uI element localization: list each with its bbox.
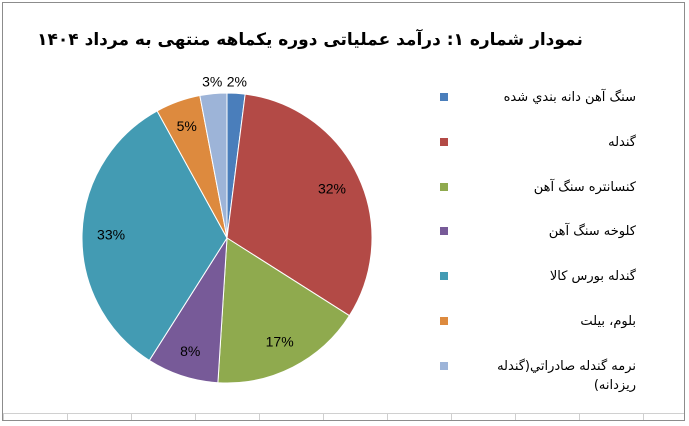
legend-item: كلوخه سنگ آهن xyxy=(440,222,640,262)
pie-data-label-0: 2% xyxy=(227,73,247,89)
legend-item: گندله xyxy=(440,133,640,173)
pie-data-labels: 2% 32% 17% 8% 33% 5% 3% xyxy=(97,73,346,359)
legend-item: گندله بورس كالا xyxy=(440,267,640,307)
legend-label: گندله بورس كالا xyxy=(549,269,636,285)
legend-swatch xyxy=(440,227,448,236)
legend-swatch xyxy=(440,361,448,370)
legend-swatch xyxy=(440,182,448,191)
legend-label: كنسانتره سنگ آهن xyxy=(533,179,636,195)
legend-label: كلوخه سنگ آهن xyxy=(548,224,636,240)
pie-data-label-2: 17% xyxy=(266,333,294,349)
pie-slice-4 xyxy=(81,110,228,362)
chart-title: نمودار شماره ۱: درآمد عملیاتی دوره یکماه… xyxy=(37,30,583,50)
legend-item: سنگ آهن دانه بندي شده xyxy=(440,88,640,128)
pie-slice-1 xyxy=(226,93,373,317)
legend-label: نرمه گندله صادراتي(گندله ريزدانه) xyxy=(497,358,636,393)
pie-data-label-6: 3% xyxy=(202,74,222,90)
pie-data-label-3: 8% xyxy=(180,343,200,359)
legend-label: گندله xyxy=(608,134,636,150)
pie-data-label-1: 32% xyxy=(318,181,346,197)
pie-data-label-4: 33% xyxy=(97,226,125,242)
pie-slices xyxy=(81,92,373,384)
legend-item: كنسانتره سنگ آهن xyxy=(440,178,640,218)
legend-item: نرمه گندله صادراتي(گندله ريزدانه) xyxy=(440,357,640,397)
legend-swatch xyxy=(440,272,448,281)
legend-swatch xyxy=(440,317,448,325)
legend-label: سنگ آهن دانه بندي شده xyxy=(503,90,636,105)
legend-item: بلوم، بيلت xyxy=(440,312,640,352)
pie-slice-2 xyxy=(217,237,351,384)
pie-slice-6 xyxy=(199,92,228,239)
legend-label: بلوم، بيلت xyxy=(580,314,636,329)
legend-swatch xyxy=(440,137,448,146)
spreadsheet-gridlines xyxy=(3,413,684,420)
legend-swatch xyxy=(440,93,448,101)
pie-data-label-5: 5% xyxy=(177,118,197,134)
